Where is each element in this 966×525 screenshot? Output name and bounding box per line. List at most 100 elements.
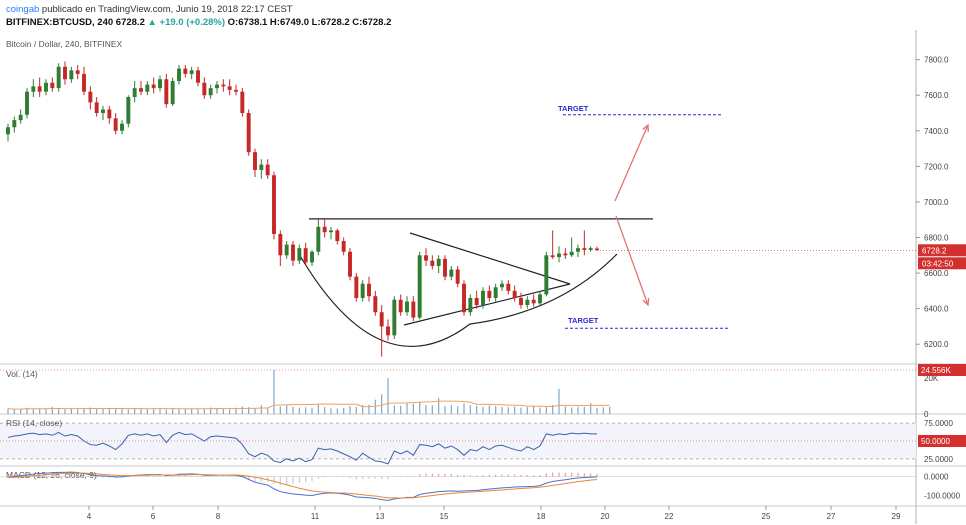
- price-tick-label: 6200.0: [924, 340, 949, 349]
- price-tick-label: 6600.0: [924, 269, 949, 278]
- publish-info: coingab publicado en TradingView.com, Ju…: [6, 4, 293, 15]
- macd-histogram-bar: [77, 476, 79, 477]
- candle-body: [538, 294, 542, 304]
- macd-histogram-bar: [279, 476, 281, 486]
- candle-body: [493, 287, 498, 298]
- volume-bar: [419, 401, 421, 414]
- volume-bar: [203, 408, 205, 414]
- candle-body: [234, 89, 238, 92]
- macd-line: [7, 471, 598, 501]
- macd-histogram-bar: [539, 475, 541, 477]
- candle-body: [88, 91, 93, 103]
- price-tick-label: 6800.0: [924, 234, 949, 243]
- volume-bar: [539, 407, 541, 414]
- candle-body: [563, 253, 568, 256]
- macd-histogram-bar: [476, 475, 478, 477]
- symbol-label[interactable]: BITFINEX:BTCUSD, 240: [6, 17, 114, 28]
- volume-bar: [495, 406, 497, 414]
- macd-histogram-bar: [387, 476, 389, 480]
- volume-bar: [393, 405, 395, 414]
- candle-body: [126, 97, 131, 124]
- volume-bar: [83, 408, 85, 414]
- candle-body: [227, 86, 232, 90]
- volume-bar: [349, 405, 351, 414]
- macd-histogram-bar: [514, 474, 516, 477]
- time-tick-label: 29: [892, 512, 901, 521]
- macd-histogram-bar: [254, 476, 256, 482]
- macd-histogram-bar: [96, 476, 98, 479]
- macd-histogram-bar: [153, 476, 155, 477]
- candle-body: [341, 241, 346, 252]
- candle-body: [202, 82, 207, 96]
- macd-histogram-bar: [501, 474, 503, 477]
- candle-body: [405, 301, 409, 313]
- macd-histogram-bar: [317, 476, 319, 479]
- rsi-value-text: 50.0000: [921, 437, 950, 446]
- candle-body: [481, 290, 485, 306]
- macd-histogram-bar: [267, 476, 269, 482]
- macd-histogram-bar: [438, 473, 440, 477]
- candle-body: [379, 312, 384, 327]
- candle-body: [37, 86, 42, 92]
- macd-histogram-bar: [393, 476, 395, 478]
- candle-body: [310, 251, 314, 263]
- last-price-tag-text: 6728.2: [922, 246, 947, 255]
- candle-body: [177, 68, 181, 82]
- candle-body: [56, 66, 61, 89]
- volume-bar: [571, 407, 573, 414]
- volume-bar: [32, 409, 34, 414]
- volume-bar: [469, 405, 471, 414]
- candle-body: [582, 248, 587, 250]
- arrow-up-head: [642, 123, 649, 133]
- rsi-value-tag: [918, 435, 966, 447]
- volume-bar: [488, 405, 490, 414]
- candle-body: [512, 290, 517, 298]
- macd-histogram-bar: [583, 473, 585, 477]
- volume-bar: [178, 408, 180, 414]
- username-link[interactable]: coingab: [6, 4, 40, 15]
- macd-histogram-bar: [146, 475, 148, 477]
- candle-body: [113, 118, 118, 131]
- volume-bar: [406, 403, 408, 414]
- volume-bar: [425, 405, 427, 414]
- candle-body: [348, 251, 352, 277]
- candle-body: [63, 66, 67, 80]
- volume-bar: [273, 370, 275, 414]
- macd-histogram-bar: [336, 476, 338, 478]
- time-tick-label: 15: [440, 512, 449, 521]
- candle-body: [367, 283, 371, 297]
- macd-histogram-bar: [229, 476, 231, 478]
- macd-histogram-bar: [311, 476, 313, 482]
- time-tick-label: 6: [151, 512, 156, 521]
- macd-histogram-bar: [457, 475, 459, 477]
- candle-body: [417, 255, 422, 318]
- volume-bar: [336, 408, 338, 414]
- macd-histogram-bar: [108, 476, 110, 479]
- candle-body: [322, 226, 327, 233]
- volume-bar: [514, 406, 516, 414]
- rsi-line: [7, 431, 597, 465]
- volume-bar: [558, 388, 560, 414]
- volume-tick-label: 20K: [924, 374, 939, 383]
- macd-histogram-bar: [45, 475, 47, 477]
- candle-body: [373, 296, 378, 313]
- chart-canvas[interactable]: 7800.0 7600.0 7400.0 7200.0 7000.0 6800.0 6600…: [0, 30, 966, 525]
- candle-body: [436, 258, 441, 266]
- macd-histogram-bar: [596, 473, 598, 477]
- macd-histogram-bar: [292, 476, 294, 484]
- candle-body: [44, 82, 48, 92]
- arrow-down-shaft: [615, 215, 649, 306]
- candle-body: [196, 70, 200, 83]
- macd-histogram-bar: [400, 476, 402, 478]
- volume-bar: [438, 397, 440, 414]
- candle-body: [265, 164, 270, 176]
- macd-histogram-bar: [412, 476, 414, 477]
- macd-histogram-bar: [159, 475, 161, 477]
- volume-bar: [507, 407, 509, 414]
- volume-bar: [520, 407, 522, 414]
- candle-body: [506, 283, 511, 291]
- volume-bar: [153, 408, 155, 414]
- price-tick-label: 6400.0: [924, 305, 949, 314]
- candle-body: [132, 88, 137, 98]
- candle-body: [139, 88, 143, 92]
